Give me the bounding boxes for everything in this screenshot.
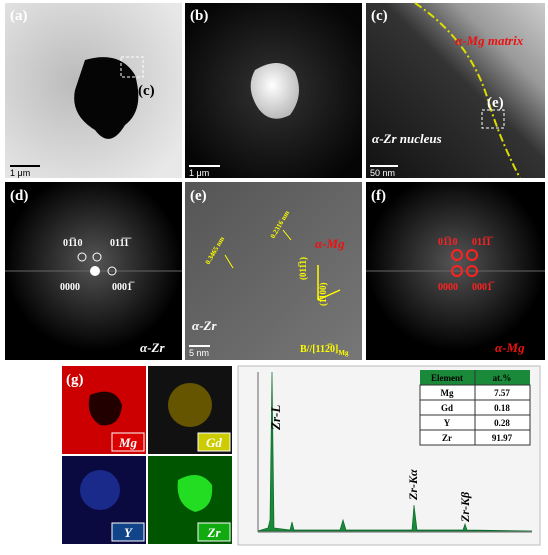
- table-cell: 0.28: [494, 418, 510, 428]
- peak-label: Zr-L: [268, 405, 283, 431]
- panel-label: (g): [66, 372, 84, 388]
- tag: [111, 432, 145, 452]
- particle: [74, 57, 139, 139]
- spot-label: 011̅1̅: [110, 238, 132, 249]
- spot: [90, 266, 100, 276]
- plane-label: (011̅1): [298, 257, 308, 280]
- table-cell: 91.97: [492, 433, 513, 443]
- interface-line: [414, 2, 521, 179]
- tem-image: [366, 3, 545, 178]
- panel-c: (c) α-Mg matrix α-Zr nucleus (e) 50 nm: [366, 2, 545, 179]
- tag: [197, 432, 231, 452]
- table-cell: 0.18: [494, 403, 510, 413]
- panel-f: (f) 01̅10 011̅1̅ 0000 0001̅ α-Mg: [366, 182, 545, 360]
- spot-ring: [77, 252, 87, 262]
- table-cell: Mg: [441, 388, 454, 398]
- scale-label: 1 μm: [10, 168, 30, 178]
- table-cell: Gd: [441, 403, 453, 413]
- arrow: [317, 289, 341, 301]
- phase-label: α-Zr: [140, 340, 165, 355]
- spot-label: 0001̅: [472, 282, 495, 293]
- beam-direction: B//[112̅0]: [300, 344, 338, 355]
- map-label: Gd: [206, 435, 222, 450]
- scale-label: 1 μm: [189, 168, 209, 178]
- spot-label: 0000: [438, 282, 458, 293]
- plane-label: (1̅100): [318, 282, 328, 306]
- inset-label: (e): [487, 95, 504, 111]
- tag: [197, 522, 231, 542]
- spot-label: 011̅1̅: [472, 237, 494, 248]
- spot-label: 0000: [60, 282, 80, 293]
- panel-label: (e): [190, 188, 207, 204]
- hrtem-image: [185, 182, 362, 360]
- particle: [177, 475, 213, 512]
- table-header-cell: Element: [431, 373, 463, 383]
- inset-box: [481, 109, 505, 129]
- panel-label: (a): [10, 8, 28, 24]
- spot-ring: [451, 249, 463, 261]
- beam-subscript: Mg: [338, 349, 349, 357]
- panel-label: (f): [371, 188, 386, 204]
- phase-label: α-Zr: [192, 318, 217, 333]
- particle: [88, 391, 122, 426]
- spot-ring: [92, 252, 102, 262]
- spot-ring: [451, 265, 463, 277]
- spectrum-curve: [257, 371, 533, 532]
- phase-label: α-Mg: [315, 236, 345, 251]
- phase-label: α-Mg: [495, 340, 525, 355]
- panel-b: (b) 1 μm: [185, 3, 362, 178]
- panel-label: (b): [190, 8, 208, 24]
- table-cell: Y: [444, 418, 451, 428]
- spot-label: 01̅10: [438, 237, 457, 248]
- spot-ring: [107, 266, 117, 276]
- map-label: Mg: [118, 435, 138, 450]
- spot-ring: [466, 249, 478, 261]
- tag: [111, 522, 145, 542]
- particle: [250, 62, 299, 119]
- scale-label: 5 nm: [189, 348, 209, 358]
- particle: [80, 470, 120, 510]
- panel-d: (d) 01̅10 011̅1̅ 0000 0001̅ α-Zr: [5, 182, 182, 360]
- matrix-label: α-Mg matrix: [455, 33, 524, 48]
- panel-label: (c): [371, 8, 388, 24]
- map-label: Zr: [207, 525, 222, 540]
- beam-label: B//[112̅0]Mg: [300, 344, 349, 357]
- scale-label: 50 nm: [370, 168, 395, 178]
- table-cell: Zr: [442, 433, 452, 443]
- table-header-cell: at.%: [493, 373, 512, 383]
- panel-e: (e) α-Mg α-Zr 0.3465 nm 0.2316 nm (011̅1…: [185, 182, 362, 360]
- panel-label: (d): [10, 188, 28, 204]
- spot-ring: [466, 265, 478, 277]
- measure: [282, 229, 292, 241]
- peak-label: Zr-Kα: [406, 469, 420, 501]
- spot-label: 0001̅: [112, 282, 135, 293]
- particle: [168, 383, 212, 427]
- panel-g: (g) Mg Gd Y Zr Zr-L Zr-Kα Zr-Kβ Element …: [62, 365, 541, 546]
- nucleus-label: α-Zr nucleus: [372, 131, 442, 146]
- composition-table: Element at.% Mg 7.57 Gd 0.18 Y 0.28 Zr 9…: [419, 370, 531, 446]
- map-label: Y: [124, 525, 133, 540]
- table-cell: 7.57: [494, 388, 510, 398]
- measure: [224, 254, 234, 269]
- peak-label: Zr-Kβ: [458, 491, 472, 523]
- inset-box: [120, 56, 144, 78]
- panel-a: (a) (c) 1 μm: [5, 3, 182, 178]
- spot-label: 01̅10: [63, 238, 82, 249]
- inset-label: (c): [138, 83, 155, 99]
